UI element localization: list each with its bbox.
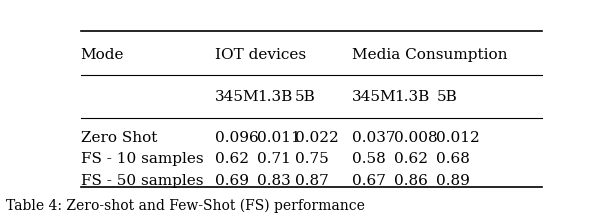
- Text: 5B: 5B: [437, 89, 457, 104]
- Text: 345M: 345M: [351, 89, 396, 104]
- Text: 0.71: 0.71: [257, 152, 291, 166]
- Text: Mode: Mode: [81, 48, 124, 62]
- Text: 1.3B: 1.3B: [257, 89, 292, 104]
- Text: Media Consumption: Media Consumption: [351, 48, 507, 62]
- Text: 0.89: 0.89: [437, 174, 471, 188]
- Text: FS - 50 samples: FS - 50 samples: [81, 174, 203, 188]
- Text: 0.69: 0.69: [215, 174, 249, 188]
- Text: 0.86: 0.86: [394, 174, 428, 188]
- Text: 0.022: 0.022: [295, 131, 339, 145]
- Text: 0.83: 0.83: [257, 174, 291, 188]
- Text: 0.75: 0.75: [295, 152, 329, 166]
- Text: 1.3B: 1.3B: [394, 89, 429, 104]
- Text: 0.62: 0.62: [215, 152, 249, 166]
- Text: 0.012: 0.012: [437, 131, 480, 145]
- Text: 5B: 5B: [295, 89, 316, 104]
- Text: FS - 10 samples: FS - 10 samples: [81, 152, 203, 166]
- Text: 345M: 345M: [215, 89, 260, 104]
- Text: 0.011: 0.011: [257, 131, 301, 145]
- Text: 0.096: 0.096: [215, 131, 259, 145]
- Text: 0.037: 0.037: [351, 131, 395, 145]
- Text: Zero Shot: Zero Shot: [81, 131, 157, 145]
- Text: Table 4: Zero-shot and Few-Shot (FS) performance: Table 4: Zero-shot and Few-Shot (FS) per…: [6, 199, 365, 213]
- Text: 0.67: 0.67: [351, 174, 385, 188]
- Text: IOT devices: IOT devices: [215, 48, 306, 62]
- Text: 0.62: 0.62: [394, 152, 428, 166]
- Text: 0.58: 0.58: [351, 152, 385, 166]
- Text: 0.87: 0.87: [295, 174, 329, 188]
- Text: 0.68: 0.68: [437, 152, 471, 166]
- Text: 0.008: 0.008: [394, 131, 438, 145]
